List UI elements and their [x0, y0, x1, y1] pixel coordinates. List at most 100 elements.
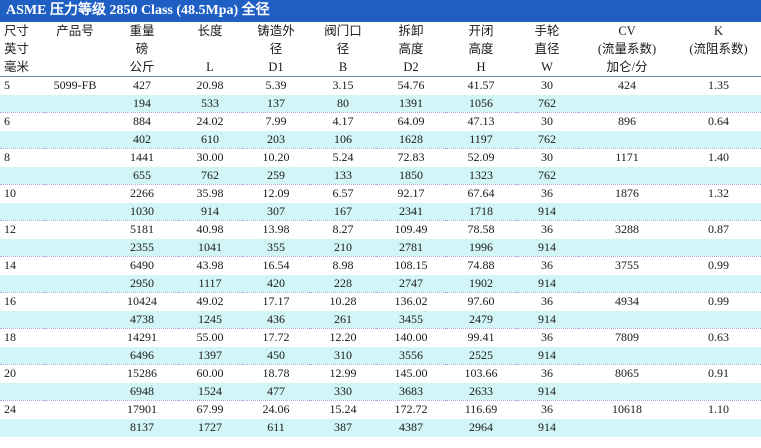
- table-cell: 109.49: [376, 220, 446, 239]
- table-cell: 1171: [578, 148, 676, 167]
- header-cell: 直径: [534, 42, 560, 56]
- table-cell: 172.72: [376, 400, 446, 419]
- table-cell: 762: [516, 94, 578, 113]
- table-cell: 15.24: [310, 400, 376, 419]
- table-row-imperial: 14 6490 43.98 16.54 8.98 108.15 74.88 36 3755 0.9…: [0, 256, 761, 275]
- table-cell: 0.87: [676, 220, 761, 239]
- table-cell: 762: [516, 130, 578, 149]
- table-cell: 17.17: [242, 292, 310, 311]
- table-cell: [0, 94, 44, 113]
- table-cell: 896: [578, 112, 676, 131]
- table-cell: 762: [178, 166, 242, 185]
- table-cell: 914: [178, 202, 242, 221]
- header-cell: H: [446, 58, 516, 77]
- table-row-metric: 402 610 203 106 1628 1197 762: [0, 130, 761, 149]
- table-cell: 914: [516, 238, 578, 257]
- table-cell: 116.69: [446, 400, 516, 419]
- table-cell: 2950: [106, 274, 178, 293]
- header-cell: 毫米: [0, 58, 44, 77]
- table-cell: [44, 130, 106, 149]
- header-cell: 手轮: [534, 24, 560, 38]
- table-cell: 7809: [578, 328, 676, 347]
- table-cell: [578, 166, 676, 185]
- table-cell: 1245: [178, 310, 242, 329]
- table-cell: 30: [516, 76, 578, 95]
- table-cell: [44, 148, 106, 167]
- header-cell: 尺寸: [4, 24, 30, 38]
- table-cell: [44, 364, 106, 383]
- table-cell: 3755: [578, 256, 676, 275]
- table-cell: 5099-FB: [44, 76, 106, 95]
- header-cell: D1: [242, 58, 310, 77]
- table-cell: 259: [242, 166, 310, 185]
- table-cell: [44, 310, 106, 329]
- table-cell: 10424: [106, 292, 178, 311]
- header-cell: (流阻系数): [689, 42, 748, 56]
- table-cell: 8: [0, 148, 44, 167]
- table-cell: 12: [0, 220, 44, 239]
- table-cell: 15286: [106, 364, 178, 383]
- table-cell: [578, 346, 676, 365]
- table-cell: 1397: [178, 346, 242, 365]
- header-cell: CV: [618, 24, 636, 38]
- header-cell: 阀门口: [324, 24, 362, 38]
- table-row-metric: 194 533 137 80 1391 1056 762: [0, 94, 761, 113]
- table-cell: 1441: [106, 148, 178, 167]
- table-row-metric: 8137 1727 611 387 4387 2964 914: [0, 418, 761, 437]
- header-cell: [178, 40, 242, 58]
- table-cell: [578, 382, 676, 401]
- table-cell: 1117: [178, 274, 242, 293]
- table-cell: 36: [516, 292, 578, 311]
- header-cell: 长度: [197, 24, 223, 38]
- table-cell: 1030: [106, 202, 178, 221]
- table-cell: 64.09: [376, 112, 446, 131]
- header-cell: 英寸: [4, 42, 30, 56]
- table-cell: 914: [516, 418, 578, 437]
- table-cell: 2633: [446, 382, 516, 401]
- table-cell: 12.09: [242, 184, 310, 203]
- table-cell: 8.98: [310, 256, 376, 275]
- table-cell: 54.76: [376, 76, 446, 95]
- table-row-metric: 6948 1524 477 330 3683 2633 914: [0, 382, 761, 401]
- table-cell: 10618: [578, 400, 676, 419]
- table-cell: [676, 382, 761, 401]
- table-cell: 6948: [106, 382, 178, 401]
- table-cell: 307: [242, 202, 310, 221]
- table-cell: 0.64: [676, 112, 761, 131]
- header-cell: (流量系数): [597, 42, 657, 56]
- table-cell: 436: [242, 310, 310, 329]
- table-cell: [44, 112, 106, 131]
- table-cell: [44, 346, 106, 365]
- table-cell: [44, 94, 106, 113]
- table-cell: 450: [242, 346, 310, 365]
- table-cell: 1056: [446, 94, 516, 113]
- table-cell: [44, 166, 106, 185]
- table-cell: [44, 238, 106, 257]
- table-cell: 4934: [578, 292, 676, 311]
- table-cell: 145.00: [376, 364, 446, 383]
- table-cell: 72.83: [376, 148, 446, 167]
- header-cell: K: [713, 24, 724, 38]
- header-cell: [44, 58, 106, 77]
- table-cell: [578, 274, 676, 293]
- table-row-metric: 2355 1041 355 210 2781 1996 914: [0, 238, 761, 257]
- header-cell: [676, 58, 761, 77]
- table-cell: 55.00: [178, 328, 242, 347]
- table-cell: 36: [516, 184, 578, 203]
- table-row-imperial: 16 10424 49.02 17.17 10.28 136.02 97.60 36 4934 0…: [0, 292, 761, 311]
- table-cell: [44, 382, 106, 401]
- table-cell: 914: [516, 274, 578, 293]
- table-cell: [44, 184, 106, 203]
- table-cell: 10: [0, 184, 44, 203]
- table-cell: 17901: [106, 400, 178, 419]
- table-cell: 30: [516, 112, 578, 131]
- table-cell: 1876: [578, 184, 676, 203]
- header-cell: 加仑/分: [578, 58, 676, 77]
- table-cell: 2479: [446, 310, 516, 329]
- table-cell: 355: [242, 238, 310, 257]
- table-cell: 14: [0, 256, 44, 275]
- table-cell: 8137: [106, 418, 178, 437]
- table-cell: 2525: [446, 346, 516, 365]
- table-cell: 12.20: [310, 328, 376, 347]
- table-cell: 0.63: [676, 328, 761, 347]
